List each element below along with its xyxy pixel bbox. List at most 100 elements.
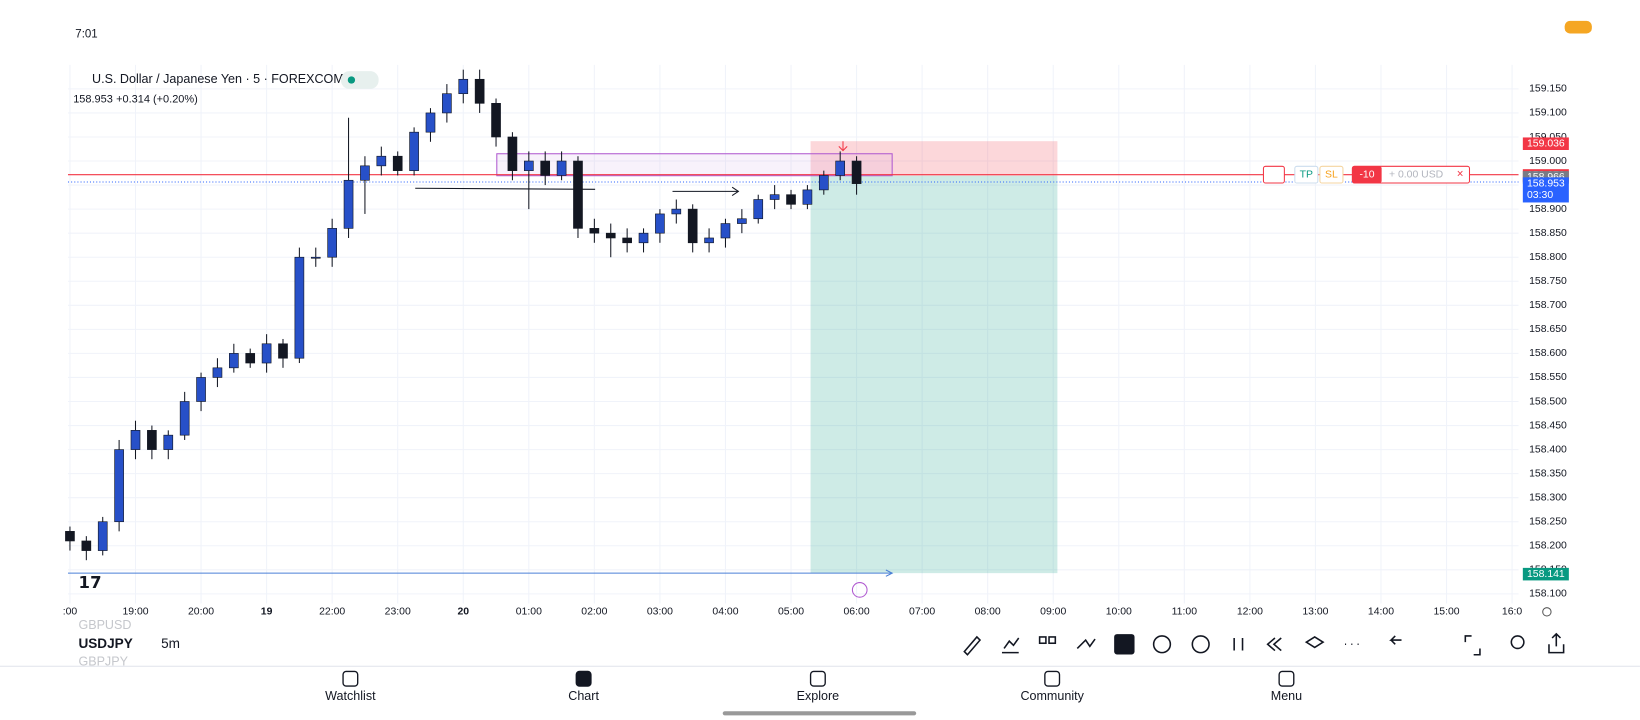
candle-body xyxy=(638,232,649,244)
x-tick-label: 02:00 xyxy=(581,607,607,618)
nav-icon xyxy=(1044,670,1061,687)
fullscreen[interactable] xyxy=(1464,635,1481,656)
y-tick-label: 158.900 xyxy=(1529,204,1567,215)
add-tool[interactable] xyxy=(1152,635,1172,654)
candle-body xyxy=(114,449,124,523)
trend-tool[interactable] xyxy=(1076,638,1096,650)
candle-body xyxy=(130,430,141,450)
event-icon[interactable] xyxy=(851,582,868,598)
candle-body xyxy=(343,179,354,229)
y-tick-label: 158.600 xyxy=(1529,348,1567,359)
price-tag-time: 03:30 xyxy=(1527,190,1553,201)
symbol-prev[interactable]: GBPUSD xyxy=(78,618,131,632)
symbol-current[interactable]: USDJPY xyxy=(78,636,132,651)
candle-body xyxy=(753,199,764,220)
zone-box xyxy=(496,153,893,177)
candle-body xyxy=(474,78,485,104)
alert-tool[interactable] xyxy=(1191,635,1210,654)
reverse-button[interactable] xyxy=(1262,165,1285,184)
tp-button[interactable] xyxy=(1294,165,1319,184)
candle-body xyxy=(704,237,714,244)
x-tick-label: 20 xyxy=(457,607,469,618)
x-tick-label: 23:00 xyxy=(385,607,411,618)
x-tick-label: 09:00 xyxy=(1040,607,1066,618)
nav-icon xyxy=(575,670,592,687)
candle-body xyxy=(179,401,190,436)
replay-tool[interactable] xyxy=(1266,637,1282,652)
share[interactable] xyxy=(1548,632,1565,654)
tp-label: TP xyxy=(1300,169,1313,180)
x-tick-label: 22:00 xyxy=(319,607,345,618)
y-tick-label: 158.500 xyxy=(1529,396,1567,407)
trade-tool[interactable] xyxy=(1114,634,1135,655)
arrow-head xyxy=(885,569,894,577)
price-tag-label: 159.036 xyxy=(1527,138,1565,149)
x-tick-label: 03:00 xyxy=(647,607,673,618)
close-position[interactable]: × xyxy=(1457,169,1464,181)
candle-body xyxy=(97,521,108,551)
candle-body xyxy=(278,343,288,359)
nav-label[interactable]: Watchlist xyxy=(325,689,376,703)
y-tick-label: 158.100 xyxy=(1529,589,1567,600)
candle-body xyxy=(491,103,501,138)
candle-body xyxy=(687,208,698,244)
candle-body xyxy=(540,160,551,176)
candle-body xyxy=(147,430,157,450)
idea-tool[interactable] xyxy=(1510,635,1525,650)
indicators-tool[interactable] xyxy=(1001,637,1020,654)
y-tick-label: 158.250 xyxy=(1529,516,1567,527)
y-tick-label: 158.450 xyxy=(1529,420,1567,431)
nav-label[interactable]: Community xyxy=(1020,689,1084,703)
pnl: + 0.00 USD xyxy=(1389,169,1444,180)
candle-body xyxy=(786,194,796,205)
x-tick-label: 19 xyxy=(261,607,273,618)
candle-body xyxy=(294,256,305,359)
status-badge xyxy=(340,71,379,89)
sl-label: SL xyxy=(1325,169,1338,180)
symbol-title[interactable]: U.S. Dollar / Japanese Yen · 5 · FOREXCO… xyxy=(92,72,344,86)
layers-tool[interactable] xyxy=(1304,636,1325,649)
x-tick-label: 20:00 xyxy=(188,607,214,618)
candle-body xyxy=(720,223,731,239)
candle-body xyxy=(360,165,370,181)
candle-body xyxy=(737,218,747,224)
candle-body xyxy=(310,256,321,259)
settings-icon[interactable] xyxy=(1542,607,1552,617)
nav-label[interactable]: Menu xyxy=(1271,689,1302,703)
home-indicator xyxy=(722,711,917,716)
draw-tool[interactable] xyxy=(963,635,982,656)
nav-label[interactable]: Explore xyxy=(797,689,840,703)
arrow-head xyxy=(731,186,740,197)
stop-zone xyxy=(810,141,1058,176)
candle-body xyxy=(212,367,223,378)
nav-bar: Watchlist Chart Explore Community Menu xyxy=(325,670,1302,703)
undo[interactable] xyxy=(1389,635,1402,645)
nav-icon xyxy=(1278,670,1295,687)
layout-tool[interactable] xyxy=(1048,636,1057,645)
price-tag xyxy=(1522,177,1569,203)
sl-button[interactable] xyxy=(1319,165,1344,184)
x-tick-label: 15:00 xyxy=(1433,607,1459,618)
y-tick-label: 159.150 xyxy=(1529,84,1567,95)
quantity: -10 xyxy=(1359,169,1374,180)
candle-body xyxy=(589,228,600,234)
candle-body xyxy=(392,155,403,171)
y-tick-label: 158.400 xyxy=(1529,444,1567,455)
x-tick-label: 12:00 xyxy=(1237,607,1263,618)
candle-tool[interactable] xyxy=(1233,637,1244,651)
interval[interactable]: 5m xyxy=(161,636,180,651)
nav-label[interactable]: Chart xyxy=(568,689,599,703)
candle-body xyxy=(835,160,846,176)
layout-tool[interactable] xyxy=(1038,636,1047,645)
grid xyxy=(67,64,1519,604)
y-tick-label: 159.100 xyxy=(1529,108,1567,119)
target-zone xyxy=(810,175,1058,574)
price-tag-label: 158.141 xyxy=(1527,569,1565,580)
symbol-next[interactable]: GBPJPY xyxy=(78,654,128,668)
candle-body xyxy=(671,208,682,215)
y-tick-label: 158.350 xyxy=(1529,468,1567,479)
candle-body xyxy=(163,434,174,450)
candle-body xyxy=(802,189,813,205)
